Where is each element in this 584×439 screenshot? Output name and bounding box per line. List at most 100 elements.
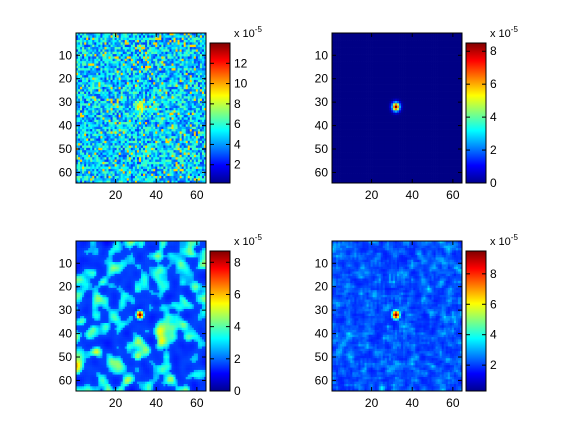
heatmap-cell — [138, 157, 142, 160]
heatmap-cell — [78, 136, 81, 139]
heatmap-cell — [106, 129, 109, 132]
heatmap-cell — [104, 40, 107, 43]
heatmap-cell — [157, 171, 160, 174]
heatmap-cell — [171, 133, 174, 137]
heatmap-cell — [88, 164, 91, 167]
heatmap-cell — [161, 161, 164, 165]
heatmap-cell — [120, 136, 124, 139]
heatmap-cell — [181, 124, 185, 128]
heatmap-cell — [94, 58, 97, 62]
heatmap-cell — [413, 56, 416, 60]
heatmap-cell — [201, 140, 205, 144]
heatmap-cell — [134, 79, 138, 83]
heatmap-cell — [128, 40, 132, 43]
heatmap-cell — [92, 119, 95, 123]
heatmap-cell — [145, 42, 148, 46]
heatmap-cell — [96, 108, 99, 111]
heatmap-cell — [130, 126, 134, 130]
heatmap-cell — [134, 75, 138, 78]
heatmap-cell — [183, 117, 187, 121]
heatmap-cell — [159, 40, 162, 43]
heatmap-cell — [149, 61, 152, 64]
heatmap-cell — [122, 105, 126, 109]
heatmap-cell — [116, 131, 120, 135]
heatmap-cell — [195, 124, 199, 128]
heatmap-cell — [185, 108, 189, 111]
heatmap-cell — [159, 82, 162, 85]
heatmap-cell — [187, 49, 191, 53]
heatmap-cell — [189, 75, 193, 78]
heatmap-cell — [100, 117, 103, 121]
heatmap-cell — [332, 35, 335, 39]
heatmap-cell — [161, 86, 164, 90]
heatmap-cell — [175, 63, 178, 67]
heatmap-cell — [104, 79, 107, 83]
heatmap-cell — [124, 115, 128, 118]
heatmap-cell — [338, 54, 341, 57]
heatmap-cell — [106, 112, 109, 116]
heatmap-cell — [114, 84, 117, 88]
heatmap-cell — [179, 152, 182, 156]
heatmap-cell — [167, 166, 170, 170]
heatmap-cell — [132, 117, 136, 121]
heatmap-cell — [145, 103, 148, 106]
heatmap-cell — [104, 98, 107, 102]
heatmap-cell — [132, 122, 136, 125]
heatmap-cell — [128, 140, 132, 144]
heatmap-cell — [84, 84, 87, 88]
heatmap-cell — [354, 44, 357, 48]
heatmap-cell — [126, 49, 130, 53]
heatmap-cell — [110, 47, 113, 50]
heatmap-cell — [86, 33, 89, 36]
heatmap-cell — [171, 110, 174, 114]
heatmap-cell — [122, 37, 126, 41]
heatmap-cell — [199, 175, 203, 179]
heatmap-cell — [86, 159, 89, 163]
heatmap-cell — [407, 44, 410, 48]
heatmap-cell — [451, 44, 455, 48]
heatmap-cell — [407, 40, 410, 43]
heatmap-cell — [151, 159, 154, 163]
heatmap-cell — [108, 117, 111, 121]
heatmap-cell — [110, 79, 113, 83]
heatmap-cell — [199, 68, 203, 71]
heatmap-cell — [167, 131, 170, 135]
heatmap-cell — [189, 161, 193, 165]
heatmap-cell — [128, 96, 132, 99]
heatmap-cell — [76, 152, 79, 156]
heatmap-cell — [199, 180, 203, 184]
heatmap-cell — [90, 84, 93, 88]
heatmap-cell — [397, 49, 400, 53]
heatmap-cell — [366, 37, 369, 41]
heatmap-cell — [203, 161, 207, 165]
heatmap-cell — [110, 65, 113, 69]
heatmap-cell — [171, 175, 174, 179]
heatmap-cell — [197, 136, 201, 139]
heatmap-cell — [108, 89, 111, 92]
heatmap-cell — [84, 75, 87, 78]
heatmap-cell — [187, 110, 191, 114]
heatmap-cell — [193, 131, 197, 135]
heatmap-cell — [122, 58, 126, 62]
heatmap-cell — [388, 42, 392, 46]
heatmap-cell — [415, 42, 418, 46]
heatmap-cell — [116, 44, 120, 48]
heatmap-cell — [332, 40, 335, 43]
heatmap-cell — [390, 61, 394, 64]
heatmap-cell — [145, 54, 148, 57]
heatmap-cell — [92, 77, 95, 81]
heatmap-cell — [143, 133, 146, 137]
heatmap-cell — [151, 89, 154, 92]
heatmap-cell — [368, 61, 371, 64]
heatmap-cell — [183, 75, 187, 78]
heatmap-cell — [201, 33, 205, 36]
heatmap-cell — [147, 178, 150, 181]
heatmap-cell — [423, 54, 426, 57]
heatmap-cell — [175, 161, 178, 165]
heatmap-cell — [157, 143, 160, 146]
heatmap-cell — [141, 61, 144, 64]
heatmap-cell — [90, 180, 93, 184]
heatmap-cell — [177, 84, 180, 88]
heatmap-cell — [110, 140, 113, 144]
heatmap-cell — [175, 40, 178, 43]
